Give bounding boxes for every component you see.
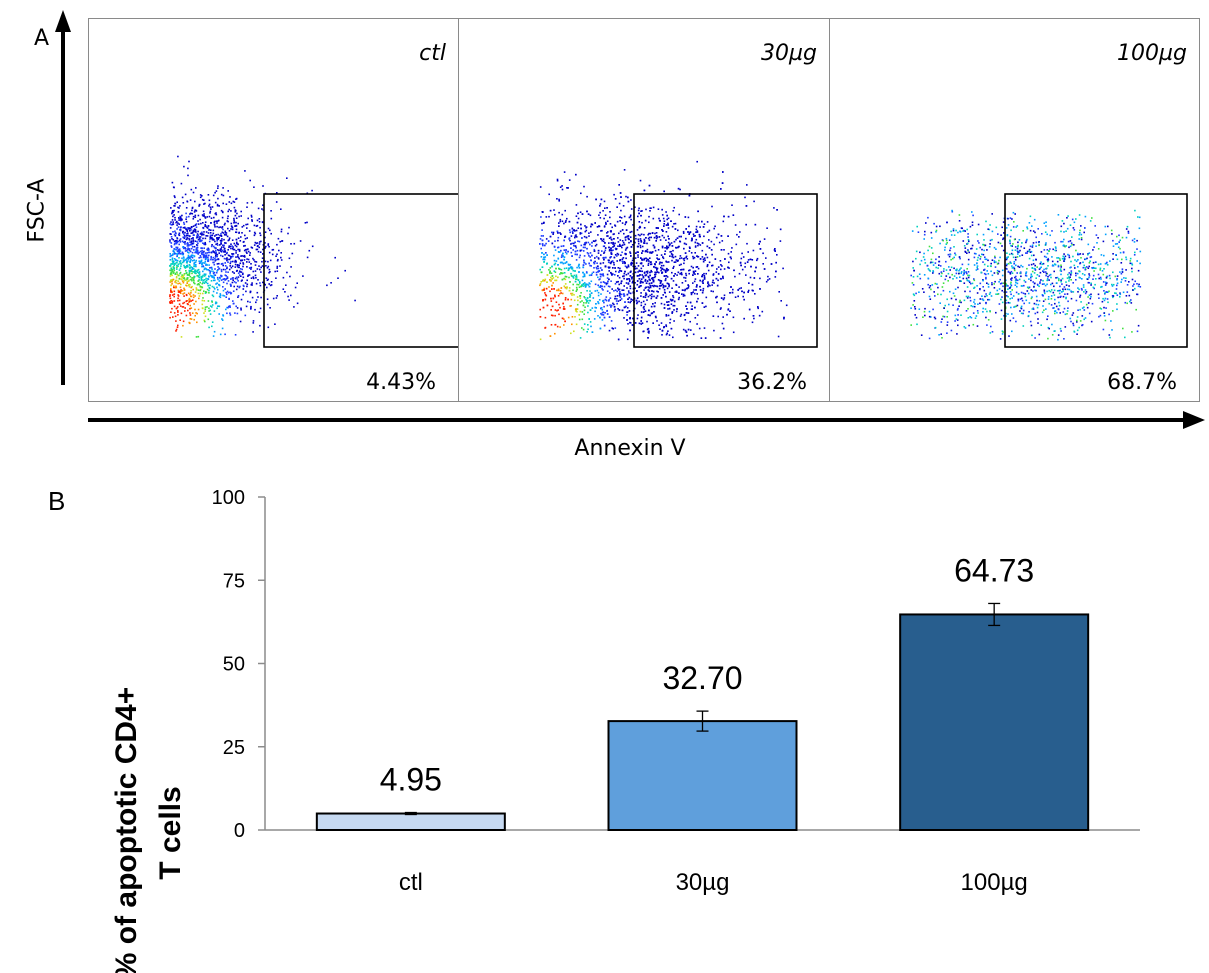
flow-panel-percent: 36.2% [737,370,807,395]
flow-panel-30ug: 30µg 36.2% [458,18,830,402]
gate-box [1004,193,1188,348]
flow-panel-title: ctl [419,41,446,66]
scatter-100ug [910,193,1188,348]
y-tick-label: 75 [223,570,245,592]
data-label: 64.73 [954,552,1034,588]
flow-panel-percent: 4.43% [366,370,436,395]
flow-y-axis-label: FSC-A [24,178,50,243]
flow-axes [55,10,1205,429]
x-tick-label: 100µg [961,869,1028,896]
data-label: 32.70 [662,660,742,696]
flow-panel-title: 100µg [1117,41,1187,66]
y-tick-label: 0 [234,820,245,842]
flow-panel-100ug: 100µg 68.7% [829,18,1200,402]
y-tick-label: 100 [212,487,245,509]
gate-box [633,193,818,348]
y-axis-label-line1: % of apoptotic CD4+ [110,687,143,973]
y-axis-label-line2: T cells [154,786,187,879]
scatter-30ug [539,160,818,348]
flow-panel-percent: 68.7% [1107,370,1177,395]
x-tick-label: ctl [399,869,423,896]
y-tick-label: 25 [223,737,245,759]
flow-panel-ctl: ctl 4.43% [88,18,460,402]
flow-panel-title: 30µg [761,41,817,66]
bar [315,812,506,832]
y-tick-label: 50 [223,654,245,676]
bar [899,613,1090,831]
panel-b-label: B [48,486,66,516]
data-label: 4.95 [380,762,442,798]
bar [607,720,798,832]
x-tick-label: 30µg [676,869,730,896]
gate-box [263,193,460,348]
scatter-ctl [169,155,460,348]
panel-a-label: A [34,26,50,51]
bar-chart: % of apoptotic CD4+ T cells 0 25 50 75 100 4.… [110,487,1140,973]
flow-x-axis-label: Annexin V [574,436,686,461]
